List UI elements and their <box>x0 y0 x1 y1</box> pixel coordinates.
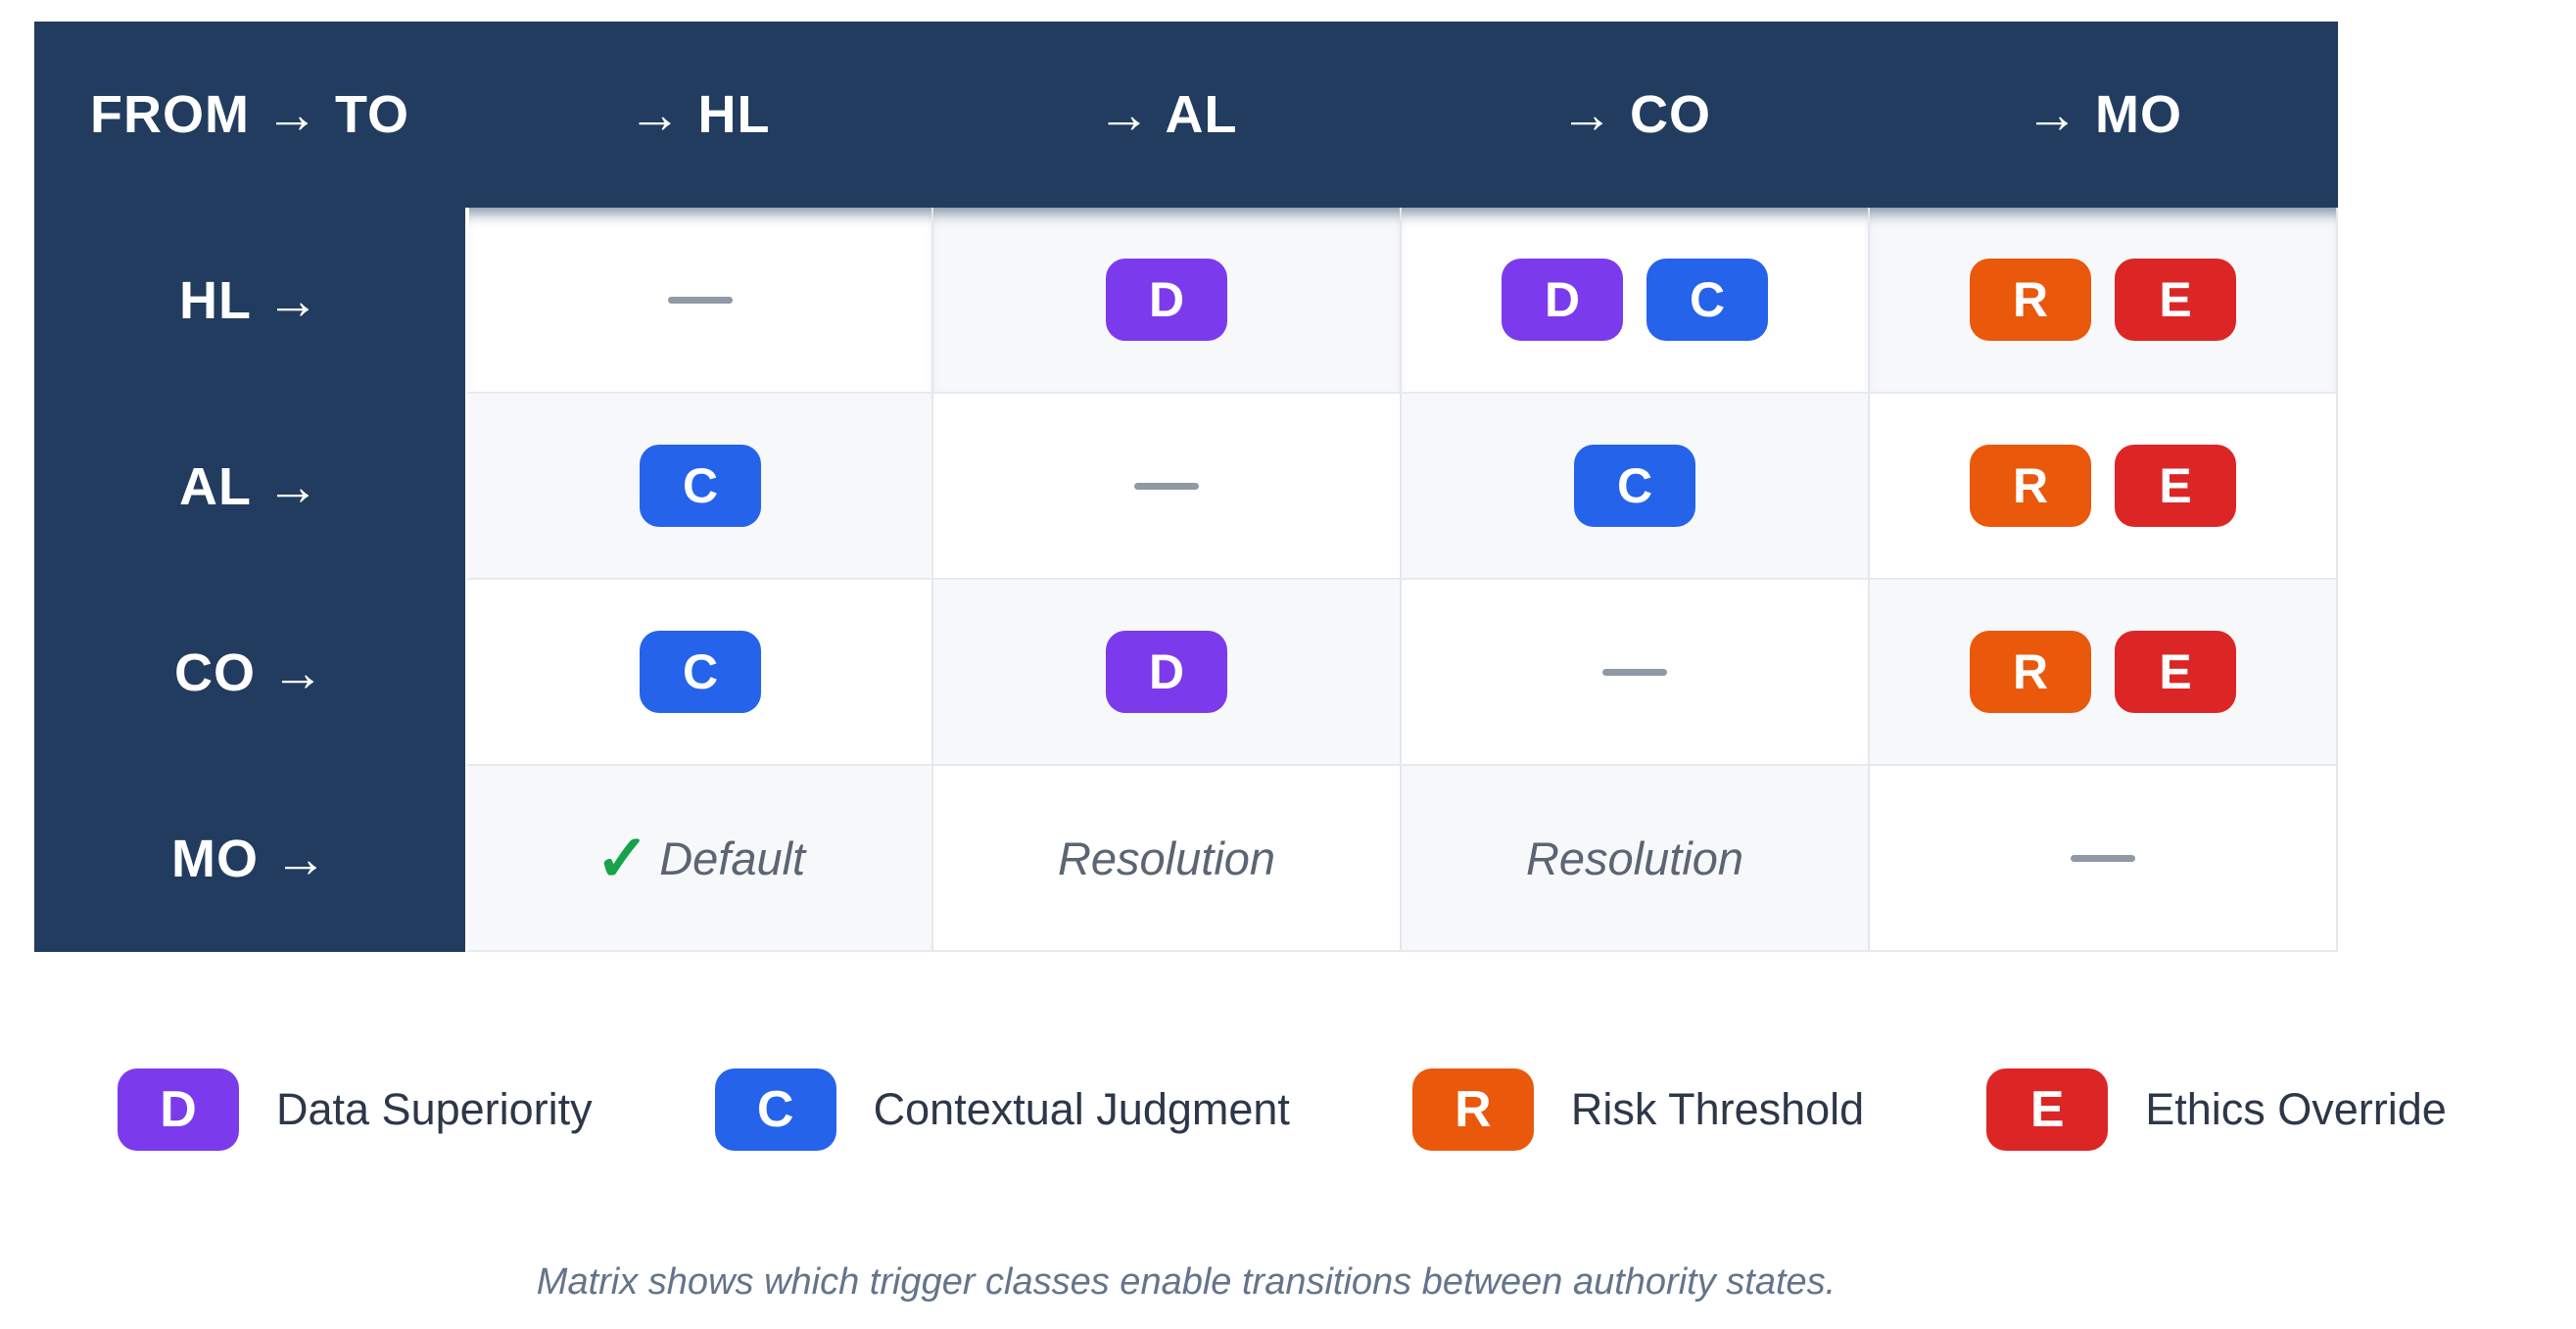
cell-mo-hl: ✓ Default <box>465 766 933 952</box>
row-header-al: AL → <box>34 394 465 580</box>
legend-item-r: R Risk Threshold <box>1411 1068 1865 1151</box>
cell-text: Resolution <box>1057 831 1276 884</box>
transition-badge-d: D <box>1502 259 1623 341</box>
transition-badge-e: E <box>2115 259 2236 341</box>
transition-badge-d: D <box>1106 631 1227 713</box>
cell-mo-co: Resolution <box>1402 766 1870 952</box>
transition-badge-r: R <box>1970 259 2091 341</box>
cell-al-hl: C <box>465 394 933 580</box>
col-header-hl: → HL <box>465 22 933 208</box>
legend-item-e: E Ethics Override <box>1986 1068 2447 1151</box>
legend-label: Contextual Judgment <box>873 1084 1290 1134</box>
col-header-co: → CO <box>1402 22 1870 208</box>
row-header-hl: HL → <box>34 208 465 394</box>
cell-co-hl: C <box>465 580 933 766</box>
matrix-table: FROM → TO → HL → AL → CO → MO HL → D D C R E AL → C C… <box>34 22 2338 952</box>
cell-co-co <box>1402 580 1870 766</box>
transition-badge-e: E <box>2115 445 2236 527</box>
transition-badge-r: R <box>1970 445 2091 527</box>
transition-badge-c: C <box>640 445 761 527</box>
cell-mo-mo <box>1870 766 2338 952</box>
legend-badge-r: R <box>1411 1068 1534 1151</box>
col-header-mo: → MO <box>1870 22 2338 208</box>
transition-badge-c: C <box>1646 259 1768 341</box>
cell-al-co: C <box>1402 394 1870 580</box>
legend-item-c: C Contextual Judgment <box>714 1068 1290 1151</box>
cell-co-al: D <box>933 580 1402 766</box>
legend-label: Risk Threshold <box>1570 1084 1865 1134</box>
cell-hl-al: D <box>933 208 1402 394</box>
corner-header: FROM → TO <box>34 22 465 208</box>
row-header-mo: MO → <box>34 766 465 952</box>
dash-icon <box>1134 482 1199 490</box>
legend-badge-e: E <box>1986 1068 2109 1151</box>
dash-icon <box>2071 854 2135 862</box>
caption: Matrix shows which trigger classes enabl… <box>536 1261 1837 1303</box>
legend-label: Data Superiority <box>276 1084 593 1134</box>
legend-badge-c: C <box>714 1068 836 1151</box>
legend-label: Ethics Override <box>2145 1084 2447 1134</box>
transition-badge-c: C <box>640 631 761 713</box>
row-header-co: CO → <box>34 580 465 766</box>
cell-hl-hl <box>465 208 933 394</box>
transition-badge-e: E <box>2115 631 2236 713</box>
cell-text: Resolution <box>1525 831 1744 884</box>
transition-badge-r: R <box>1970 631 2091 713</box>
col-header-al: → AL <box>933 22 1402 208</box>
transition-badge-d: D <box>1106 259 1227 341</box>
cell-al-al <box>933 394 1402 580</box>
transition-badge-c: C <box>1574 445 1695 527</box>
legend: D Data Superiority C Contextual Judgment R Ri… <box>118 1068 2447 1151</box>
dash-icon <box>668 296 733 304</box>
dash-icon <box>1602 668 1667 676</box>
cell-mo-al: Resolution <box>933 766 1402 952</box>
legend-badge-d: D <box>118 1068 239 1151</box>
check-icon: ✓ <box>595 822 650 894</box>
legend-item-d: D Data Superiority <box>118 1068 593 1151</box>
cell-text: Default <box>659 831 806 884</box>
